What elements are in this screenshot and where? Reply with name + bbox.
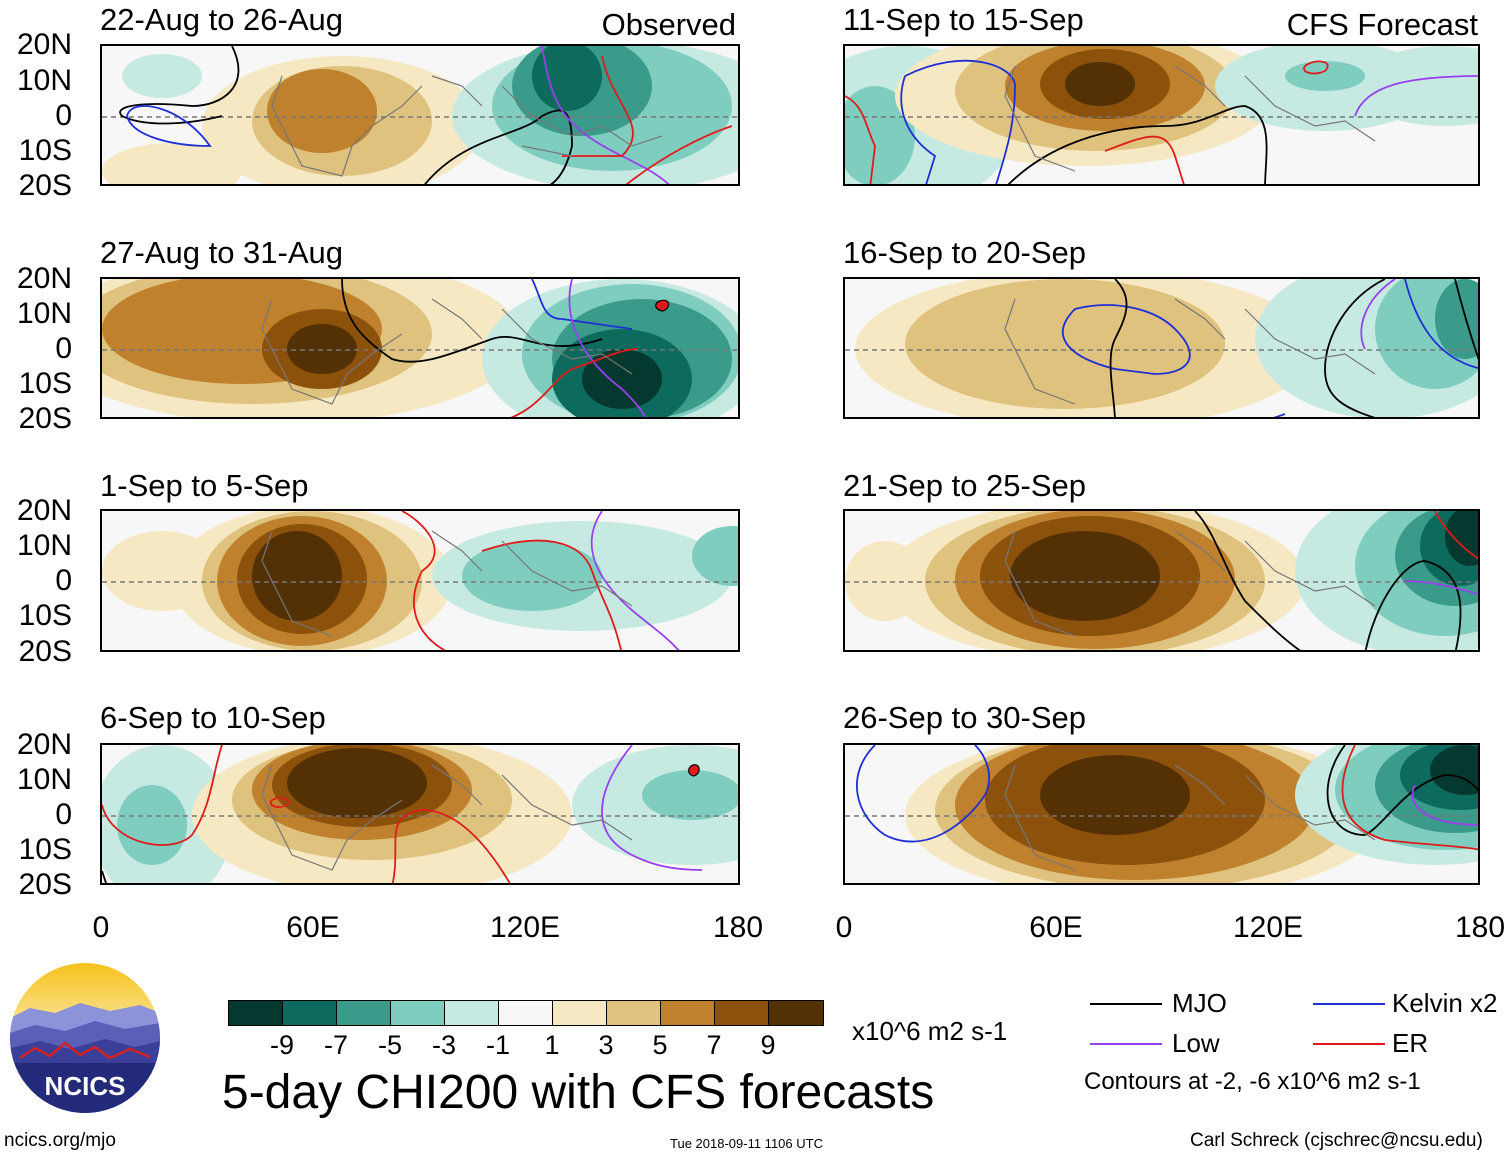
legend-label: Low [1172,1028,1220,1058]
colorbar-swatch [661,1001,715,1025]
lat-label: 10S [18,833,72,866]
panel-title: 27-Aug to 31-Aug [100,235,344,270]
lon-label: 0 [92,911,110,944]
observed-label: Observed [601,7,736,42]
map-panel-forecast-3 [843,509,1480,652]
lat-label: 20N [16,28,72,61]
timestamp: Tue 2018-09-11 1106 UTC [670,1136,823,1151]
lat-label: 20S [18,402,72,435]
colorbar-tick-label: 1 [544,1030,560,1060]
lat-label: 0 [55,99,72,132]
lat-label: 10N [16,763,72,796]
lat-label: 10N [16,297,72,330]
colorbar-swatch [391,1001,445,1025]
colorbar-tick-label: 7 [706,1030,722,1060]
colorbar-swatch [769,1001,823,1025]
map-panel-forecast-2 [843,277,1480,419]
map-panel-observed-3 [100,509,740,652]
colorbar-swatch [337,1001,391,1025]
lat-label: 10N [16,64,72,97]
colorbar-tick-label: -5 [377,1030,402,1060]
colorbar-swatch [499,1001,553,1025]
chi200-map [102,511,738,650]
lon-label: 180 [712,911,764,944]
panel-title: 21-Sep to 25-Sep [843,468,1087,503]
lat-label: 0 [55,332,72,365]
main-title: 5-day CHI200 with CFS forecasts [222,1066,935,1119]
lon-label: 60E [286,911,340,944]
chi200-map [845,279,1478,417]
chi200-map [102,46,738,184]
lat-label: 10S [18,367,72,400]
chi200-map [845,745,1478,883]
panel-title: 6-Sep to 10-Sep [100,700,326,735]
lat-label: 10N [16,529,72,562]
panel-title: 1-Sep to 5-Sep [100,468,309,503]
ncics-logo: NCICS [10,963,160,1113]
map-panel-forecast-1 [843,44,1480,186]
colorbar-units: x10^6 m2 s-1 [852,1016,1008,1046]
ncics-logo-graphic: NCICS [10,963,160,1113]
lat-label: 10S [18,134,72,167]
colorbar-swatch [229,1001,283,1025]
lat-label: 20S [18,635,72,668]
colorbar-swatch [445,1001,499,1025]
colorbar-swatch [607,1001,661,1025]
colorbar-tick-label: 9 [760,1030,776,1060]
chi200-map [102,745,738,883]
legend-line-mjo [1090,1003,1162,1005]
map-panel-observed-4 [100,743,740,885]
lon-label: 120E [1232,911,1304,944]
chi200-map [845,46,1478,184]
colorbar-swatch [283,1001,337,1025]
chi200-map [845,511,1478,650]
lat-label: 0 [55,798,72,831]
lon-label: 0 [835,911,853,944]
colorbar-tick-label: -7 [323,1030,348,1060]
map-panel-observed-1 [100,44,740,186]
colorbar-tick-label: -9 [269,1030,294,1060]
lat-label: 20N [16,494,72,527]
legend-label: Kelvin x2 [1392,988,1498,1018]
panel-title: 26-Sep to 30-Sep [843,700,1087,735]
colorbar-swatch [715,1001,769,1025]
site-url: ncics.org/mjo [4,1130,116,1151]
panel-title: 16-Sep to 20-Sep [843,235,1087,270]
colorbar-tick-label: -3 [431,1030,456,1060]
legend-line-low [1090,1043,1162,1045]
logo-text: NCICS [45,1071,126,1101]
lon-label: 60E [1029,911,1083,944]
legend-note: Contours at -2, -6 x10^6 m2 s-1 [1084,1068,1421,1095]
colorbar-tick-label: -1 [485,1030,510,1060]
lon-label: 180 [1454,911,1506,944]
lat-label: 0 [55,564,72,597]
colorbar-tick-label: 5 [652,1030,668,1060]
cfs-forecast-label: CFS Forecast [1286,7,1478,42]
legend-label: MJO [1172,988,1227,1018]
legend-line-er [1313,1043,1385,1045]
colorbar [228,1000,824,1026]
legend-line-kelvin [1313,1003,1385,1005]
lat-label: 10S [18,599,72,632]
lat-label: 20N [16,728,72,761]
author: Carl Schreck (cjschrec@ncsu.edu) [1190,1130,1483,1151]
map-panel-observed-2 [100,277,740,419]
lon-label: 120E [489,911,561,944]
panel-title: 11-Sep to 15-Sep [843,2,1084,37]
lat-label: 20S [18,169,72,202]
legend-label: ER [1392,1028,1429,1058]
colorbar-swatch [553,1001,607,1025]
lat-label: 20N [16,262,72,295]
lat-label: 20S [18,868,72,901]
colorbar-tick-label: 3 [598,1030,614,1060]
map-panel-forecast-4 [843,743,1480,885]
panel-title: 22-Aug to 26-Aug [100,2,344,37]
chi200-map [102,279,738,417]
